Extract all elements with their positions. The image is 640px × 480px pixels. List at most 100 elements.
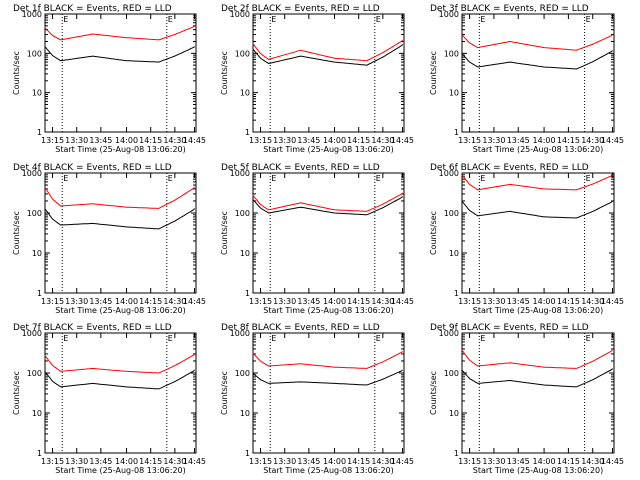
x-tick-label: 14:45 <box>391 136 414 145</box>
series-line-events <box>461 368 613 388</box>
series-line-lld <box>461 349 613 369</box>
x-tick-label: 14:30 <box>371 457 394 466</box>
x-tick-label: 13:30 <box>482 136 505 145</box>
x-tick-label: 13:45 <box>89 136 112 145</box>
x-tick-label: 13:30 <box>273 297 296 306</box>
y-tick-label: 1 <box>37 449 42 458</box>
y-tick-label: 10 <box>32 409 42 418</box>
event-marker-label: E <box>271 174 276 183</box>
x-tick-label: 14:15 <box>139 297 162 306</box>
y-tick-label: 1000 <box>22 10 42 19</box>
plot-frame <box>461 172 615 294</box>
chart-panel-2: Det 2f BLACK = Events, RED = LLD 1 10 100 10… <box>220 4 414 154</box>
y-tick-label: 1 <box>245 289 250 298</box>
x-axis-label: Start Time (25-Aug-08 13:06:20) <box>55 466 186 475</box>
x-tick-label: 13:45 <box>297 297 320 306</box>
y-tick-label: 10 <box>240 89 250 98</box>
y-tick-label: 1000 <box>230 169 250 178</box>
y-tick-label: 1000 <box>439 169 459 178</box>
chart-panel-8: Det 8f BLACK = Events, RED = LLD 1 10 100 10… <box>220 323 414 475</box>
x-axis-label: Start Time (25-Aug-08 13:06:20) <box>263 306 394 315</box>
x-tick-label: 14:30 <box>581 136 604 145</box>
x-tick-label: 13:45 <box>89 297 112 306</box>
event-marker-label: E <box>376 15 381 24</box>
event-marker-label: E <box>63 15 68 24</box>
y-tick-label: 10 <box>449 89 459 98</box>
series-line-events <box>44 208 195 230</box>
y-tick-label: 100 <box>444 209 459 218</box>
event-marker-label: E <box>376 334 381 343</box>
x-axis-label: Start Time (25-Aug-08 13:06:20) <box>55 145 186 154</box>
y-tick-label: 100 <box>27 369 42 378</box>
y-tick-label: 1 <box>37 289 42 298</box>
x-tick-label: 14:30 <box>371 136 394 145</box>
y-tick-label: 10 <box>240 409 250 418</box>
x-tick-label: 14:45 <box>183 297 206 306</box>
x-tick-label: 13:15 <box>41 136 64 145</box>
x-tick-label: 13:30 <box>273 457 296 466</box>
y-axis-label: Counts/sec <box>220 211 229 255</box>
chart-title: Det 8f BLACK = Events, RED = LLD <box>221 323 380 333</box>
y-tick-label: 1000 <box>22 169 42 178</box>
x-tick-label: 14:00 <box>533 457 556 466</box>
chart-panel-6: Det 6f BLACK = Events, RED = LLD 1 10 100 10… <box>429 163 624 315</box>
x-tick-label: 14:15 <box>139 457 162 466</box>
x-tick-label: 13:45 <box>89 457 112 466</box>
y-tick-label: 1 <box>245 128 250 137</box>
x-tick-label: 14:00 <box>115 297 138 306</box>
event-marker-label: E <box>376 174 381 183</box>
x-tick-label: 14:45 <box>391 297 414 306</box>
chart-title: Det 4f BLACK = Events, RED = LLD <box>13 163 172 173</box>
x-tick-label: 13:30 <box>65 457 88 466</box>
y-tick-label: 10 <box>32 89 42 98</box>
plot-frame <box>461 332 615 454</box>
event-marker-label: E <box>168 15 173 24</box>
chart-panel-9: Det 9f BLACK = Events, RED = LLD 1 10 100 10… <box>429 323 624 475</box>
chart-title: Det 9f BLACK = Events, RED = LLD <box>430 323 589 333</box>
x-tick-label: 13:45 <box>297 457 320 466</box>
y-axis-label: Counts/sec <box>429 51 438 95</box>
x-tick-label: 14:45 <box>601 136 624 145</box>
plot-frame <box>461 13 615 133</box>
event-marker-label: E <box>271 334 276 343</box>
x-tick-label: 14:30 <box>163 457 186 466</box>
x-tick-label: 13:30 <box>65 136 88 145</box>
y-tick-label: 1 <box>37 128 42 137</box>
x-tick-label: 13:30 <box>273 136 296 145</box>
x-tick-label: 13:15 <box>249 457 272 466</box>
x-tick-label: 13:30 <box>65 297 88 306</box>
chart-panel-7: Det 7f BLACK = Events, RED = LLD 1 10 100 10… <box>12 323 206 475</box>
y-tick-label: 1000 <box>439 329 459 338</box>
x-tick-label: 14:45 <box>183 136 206 145</box>
y-axis-label: Counts/sec <box>12 211 21 255</box>
chart-title: Det 6f BLACK = Events, RED = LLD <box>430 163 589 173</box>
series-line-lld <box>252 39 403 62</box>
y-axis-label: Counts/sec <box>429 371 438 415</box>
series-line-events <box>252 44 403 66</box>
x-tick-label: 13:15 <box>249 136 272 145</box>
x-tick-label: 13:15 <box>458 457 481 466</box>
y-tick-label: 1000 <box>439 10 459 19</box>
y-tick-label: 1 <box>245 449 250 458</box>
x-tick-label: 14:00 <box>323 136 346 145</box>
plot-frame <box>44 332 197 454</box>
y-tick-label: 100 <box>235 209 250 218</box>
series-line-events <box>252 369 403 386</box>
x-tick-label: 14:00 <box>323 297 346 306</box>
event-marker-label: E <box>586 174 591 183</box>
event-marker-label: E <box>480 15 485 24</box>
y-tick-label: 100 <box>235 369 250 378</box>
event-marker-label: E <box>168 174 173 183</box>
x-tick-label: 13:45 <box>507 457 530 466</box>
x-tick-label: 13:30 <box>482 457 505 466</box>
y-axis-label: Counts/sec <box>429 211 438 255</box>
plot-frame <box>252 13 405 133</box>
series-line-lld <box>252 350 403 369</box>
x-tick-label: 14:15 <box>347 297 370 306</box>
x-tick-label: 13:15 <box>41 457 64 466</box>
x-tick-label: 14:15 <box>557 457 580 466</box>
x-tick-label: 14:15 <box>347 136 370 145</box>
series-line-events <box>252 196 403 216</box>
plot-frame <box>44 172 197 294</box>
